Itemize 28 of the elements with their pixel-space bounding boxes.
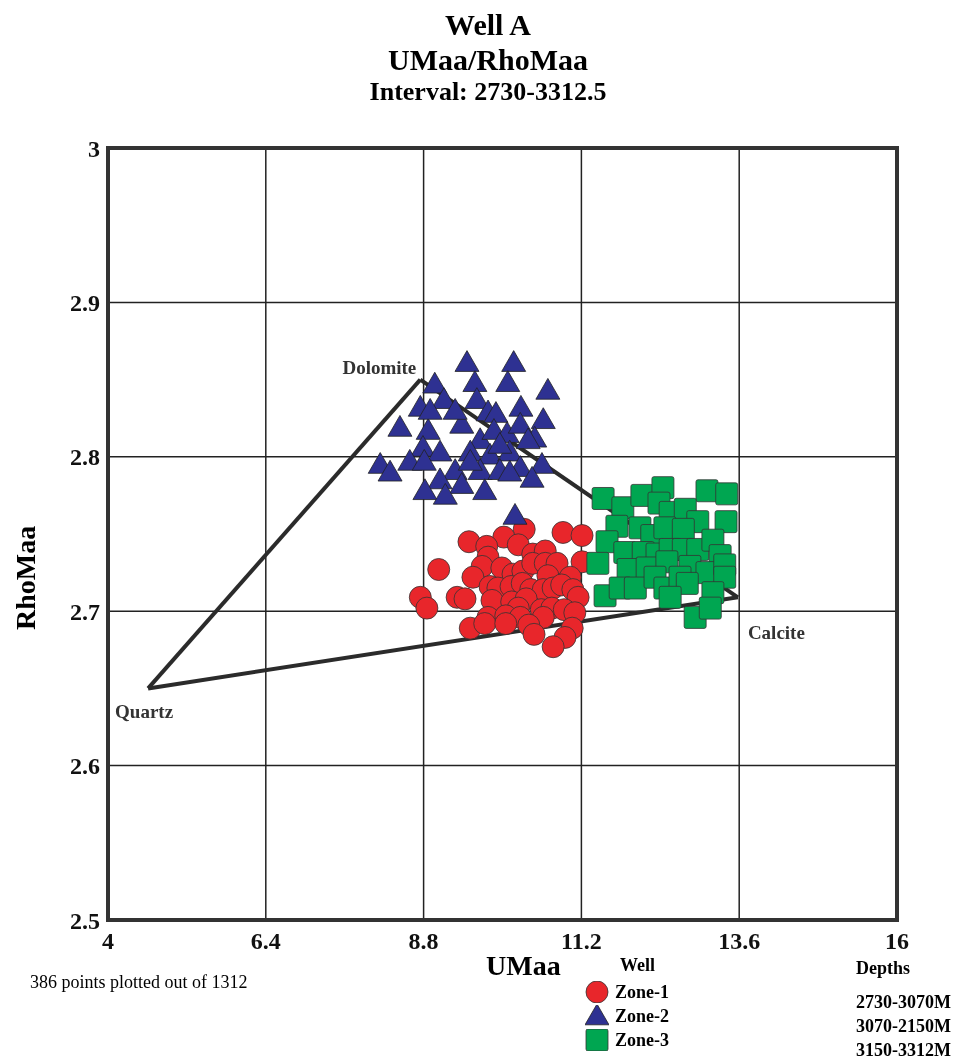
chart-title: Well A [444,8,532,43]
x-tick-label: 8.8 [408,928,439,955]
y-tick-label: 2.7 [70,598,100,625]
y-tick-label: 2.9 [70,289,100,316]
legend-label: Zone-1 [615,981,669,1003]
text: 386 points plotted out of 1312 [30,972,248,993]
text: 2730-3070M [856,992,951,1013]
x-tick-label: 11.2 [561,928,602,955]
x-tick-label: 6.4 [250,928,281,955]
text: 3150-3312M [856,1040,951,1056]
x-tick-label: 13.6 [718,928,761,955]
text: 3070-2150M [856,1016,951,1037]
text: Depths [856,958,911,979]
legend-label: Zone-3 [615,1029,669,1051]
y-tick-label: 2.5 [70,907,100,934]
x-axis-title: UMaa [486,950,561,982]
annotation: Dolomite [342,356,417,378]
legend-label: Zone-2 [615,1005,669,1027]
chart-subtitle: UMaa/RhoMaa Interval: 2730-3312.5 [368,42,608,107]
y-tick-label: 3 [88,135,100,162]
y-axis-title: RhoMaa [10,525,42,630]
annotation: Calcite [747,622,805,644]
y-tick-label: 2.6 [70,753,100,780]
x-tick-label: 16 [885,928,909,955]
x-tick-label: 4 [102,928,114,955]
y-tick-label: 2.8 [70,444,100,471]
legend-title: Well [620,955,656,976]
annotation: Quartz [115,701,174,723]
